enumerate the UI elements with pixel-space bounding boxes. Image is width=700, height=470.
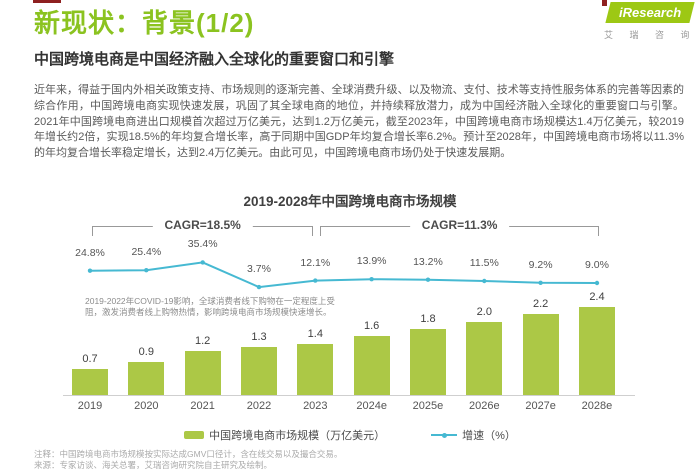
bar-value-label: 1.3 <box>251 331 267 344</box>
growth-rate-label: 3.7% <box>247 263 271 276</box>
bar-value-label: 2.0 <box>476 305 492 318</box>
growth-rate-point <box>425 277 431 282</box>
x-axis-label: 2026e <box>469 400 500 412</box>
cagr-bracket: CAGR=11.3% <box>320 218 599 236</box>
market-size-bar <box>128 361 165 395</box>
chart-canvas: 2019-2028年中国跨境电商市场规模 2019-2022年COVID-19影… <box>0 183 700 455</box>
footnotes: 注释：中国跨境电商市场规模按实际达成GMV口径计，含在线交易以及撮合交易。 来源… <box>34 449 342 470</box>
growth-rate-point <box>313 278 318 283</box>
x-axis-label: 2021 <box>190 400 215 412</box>
growth-rate-label: 24.8% <box>75 246 105 259</box>
iresearch-logo-band: iResearch <box>605 2 695 23</box>
bar-value-label: 1.2 <box>195 334 211 347</box>
growth-rate-label: 25.4% <box>131 246 162 259</box>
market-size-bar <box>522 314 559 395</box>
growth-rate-label: 13.9% <box>356 255 387 268</box>
line-legend-dot-icon <box>442 432 448 438</box>
growth-rate-label: 12.1% <box>300 256 331 269</box>
x-axis-label: 2020 <box>134 400 159 412</box>
market-size-bar <box>297 343 334 395</box>
market-size-bar <box>466 321 503 395</box>
bar-legend-swatch <box>184 431 205 439</box>
growth-rate-point <box>144 268 149 273</box>
bar-value-label: 2.4 <box>589 290 605 303</box>
line-legend-swatch <box>431 432 458 438</box>
growth-line-chart <box>87 260 600 290</box>
x-axis-line <box>63 395 635 396</box>
market-size-bar <box>72 369 108 395</box>
body-paragraph: 近年来，得益于国内外相关政策支持、市场规则的逐渐完善、全球消费升级、以及物流、支… <box>34 84 684 160</box>
growth-rate-label: 11.5% <box>469 257 499 270</box>
market-size-bar <box>240 347 277 395</box>
plot-layer: 2019-2022年COVID-19影响，全球消费者线下购物在一定程度上受阻，激… <box>0 183 700 455</box>
chart-title: 2019-2028年中国跨境电商市场规模 <box>243 194 457 209</box>
x-axis-label: 2025e <box>412 400 444 412</box>
line-legend-label: 增速（%） <box>462 430 516 442</box>
bar-value-label: 1.6 <box>363 320 380 333</box>
growth-rate-label: 9.0% <box>585 258 609 271</box>
market-size-bar <box>353 336 390 395</box>
logo-red-dot <box>602 0 607 6</box>
x-axis-label: 2023 <box>303 400 328 412</box>
growth-rate-point <box>594 280 600 286</box>
growth-rate-point <box>87 268 93 273</box>
x-axis-label: 2024e <box>356 400 387 412</box>
legend-item-market-size: 中国跨境电商市场规模（万亿美元） <box>184 427 385 443</box>
bar-legend-label: 中国跨境电商市场规模（万亿美元） <box>209 430 386 442</box>
growth-rate-point <box>369 277 374 282</box>
growth-rate-line <box>89 261 598 289</box>
growth-rate-point <box>538 280 543 285</box>
growth-rate-point <box>200 260 205 265</box>
cagr-bracket: CAGR=18.5% <box>92 218 314 236</box>
bar-value-label: 0.9 <box>138 345 154 358</box>
bar-value-label: 0.7 <box>82 353 98 366</box>
growth-rate-point <box>256 284 262 290</box>
page-title: 新现状：背景(1/2) <box>34 8 255 38</box>
top-accent-mark <box>33 0 61 3</box>
growth-rate-label: 35.4% <box>187 238 218 251</box>
x-axis-label: 2028e <box>581 400 613 412</box>
logo-brand-chinese: 艾 瑞 咨 询 <box>604 30 697 40</box>
logo-brand-text: iResearch <box>618 5 682 20</box>
x-axis-label: 2022 <box>246 400 272 412</box>
cagr-label: CAGR=11.3% <box>409 218 510 232</box>
x-axis-label: 2019 <box>77 400 103 412</box>
footnote-source: 来源：专家访谈、海关总署，艾瑞咨询研究院自主研究及绘制。 <box>34 459 273 470</box>
bar-value-label: 1.8 <box>420 312 436 325</box>
x-axis-label: 2027e <box>525 400 556 412</box>
footnote-note: 注释：中国跨境电商市场规模按实际达成GMV口径计，含在线交易以及撮合交易。 <box>34 449 343 459</box>
legend-item-growth-rate: 增速（%） <box>431 427 516 443</box>
page-subtitle: 中国跨境电商是中国经济融入全球化的重要窗口和引擎 <box>34 51 395 68</box>
growth-rate-point <box>482 278 487 284</box>
growth-rate-label: 9.2% <box>528 258 553 271</box>
market-size-bar <box>184 350 221 395</box>
bar-value-label: 2.2 <box>532 298 549 311</box>
growth-rate-label: 13.2% <box>413 255 443 268</box>
bar-value-label: 1.4 <box>307 327 323 340</box>
market-size-bar <box>578 306 615 395</box>
covid-annotation: 2019-2022年COVID-19影响，全球消费者线下购物在一定程度上受阻，激… <box>85 296 335 317</box>
market-size-bar <box>409 328 446 395</box>
iresearch-logo: iResearch 艾 瑞 咨 询 <box>596 0 696 46</box>
chart-legend: 中国跨境电商市场规模（万亿美元） 增速（%） <box>0 427 700 443</box>
cagr-label: CAGR=18.5% <box>152 218 253 232</box>
